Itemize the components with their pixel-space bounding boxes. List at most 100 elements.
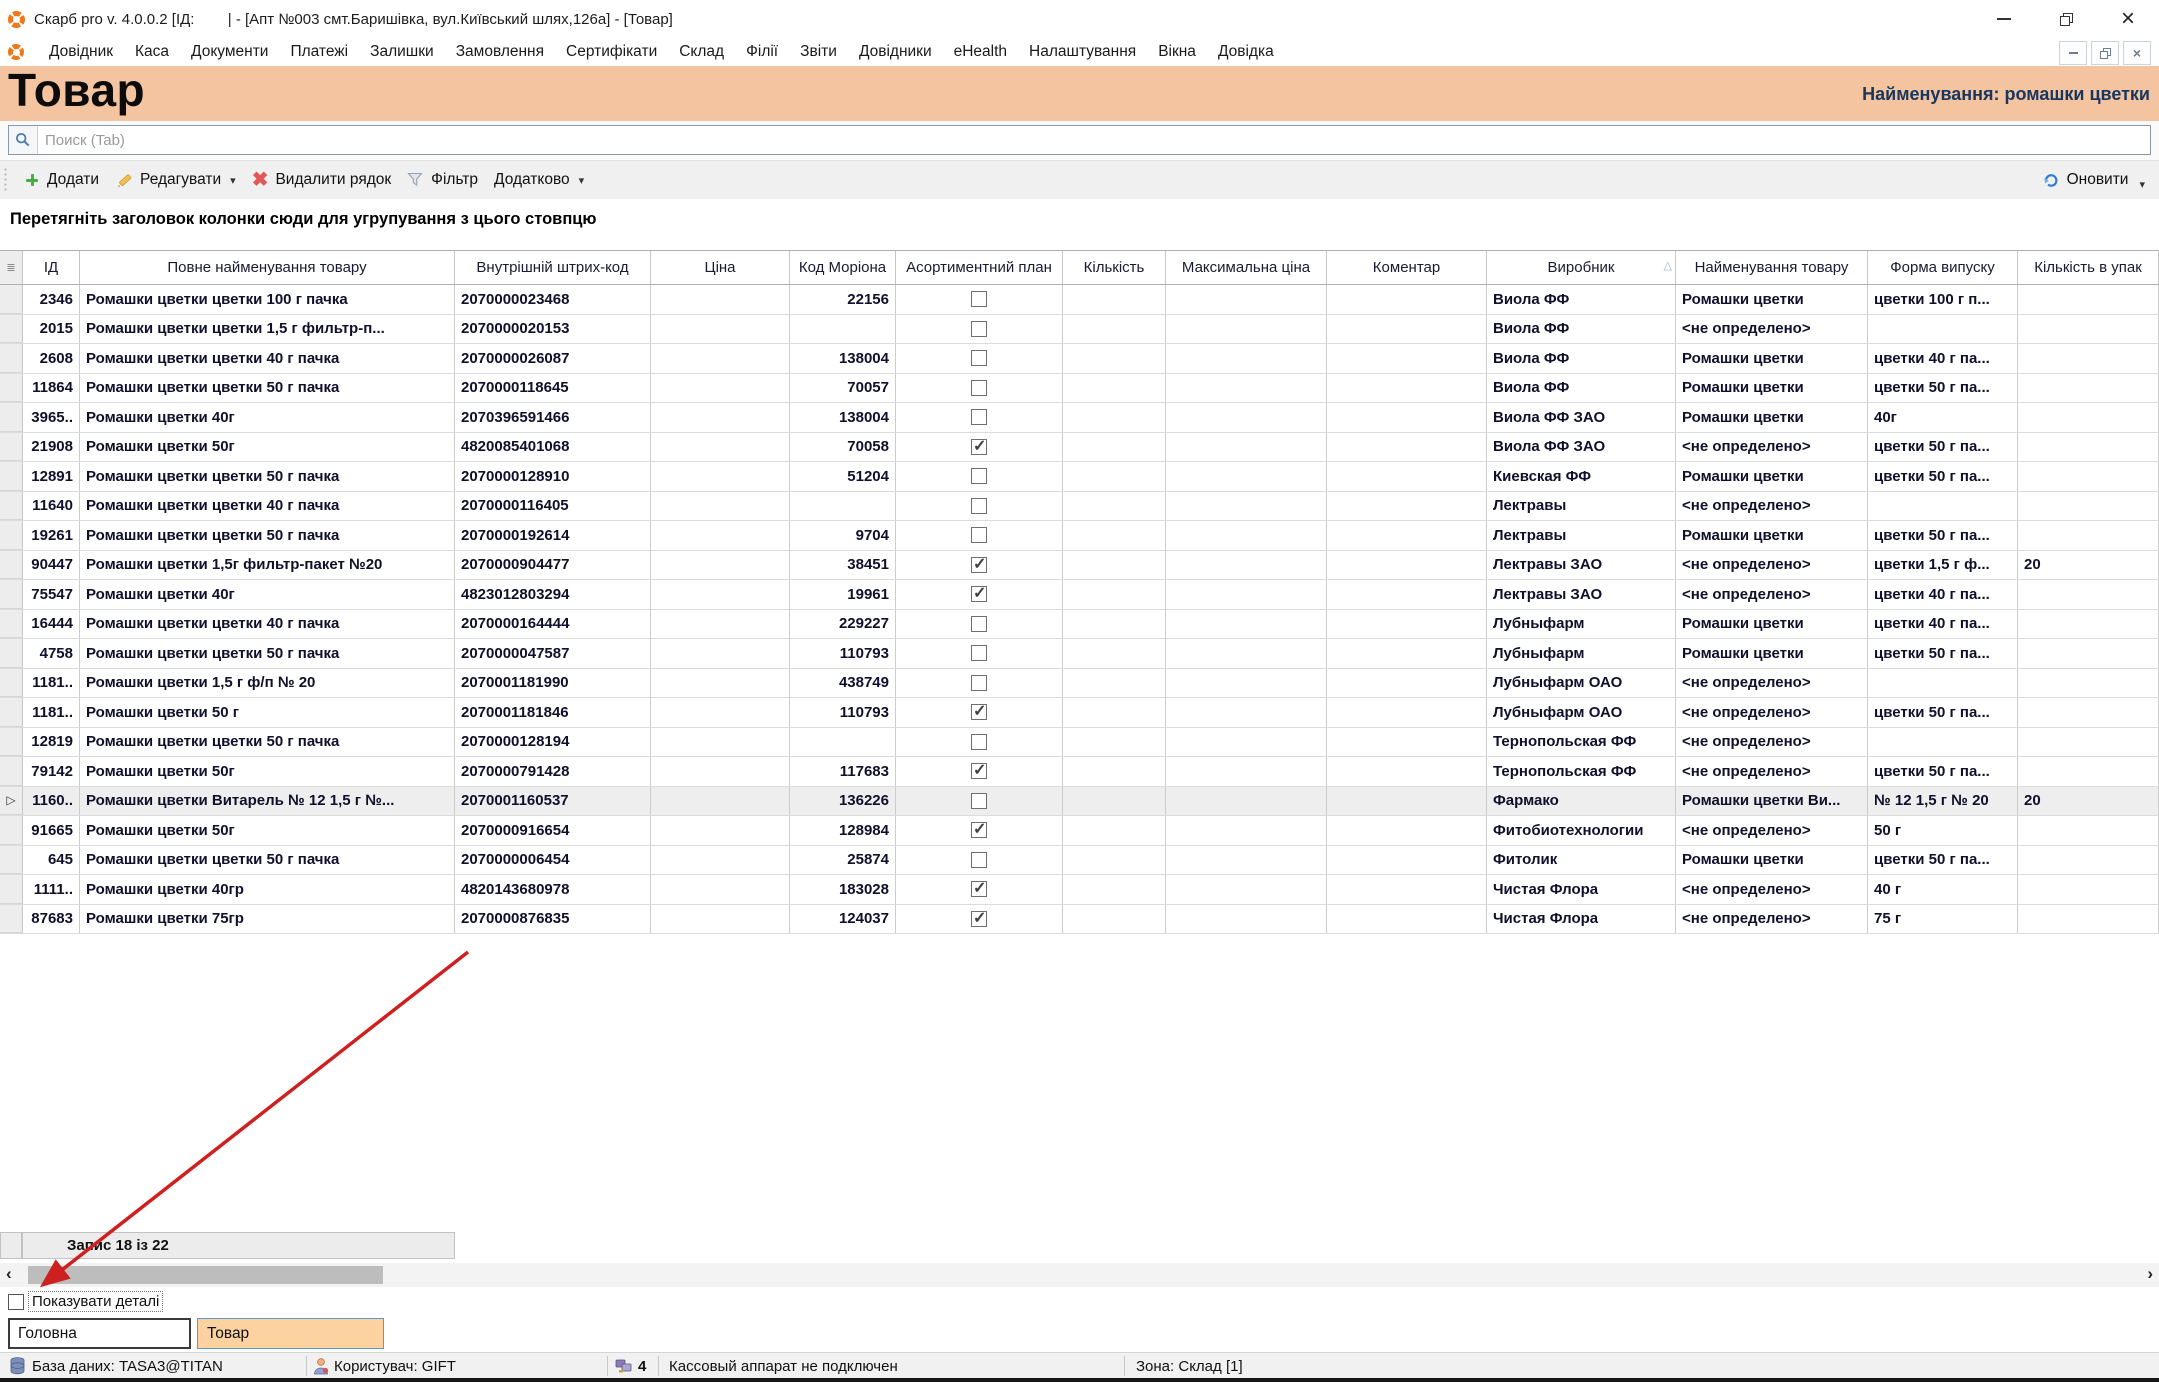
cell-id[interactable]: 11640	[23, 491, 80, 520]
cell-full_name[interactable]: Ромашки цветки цветки 50 г пачка	[80, 521, 455, 550]
cell-barcode[interactable]: 2070000876835	[455, 904, 651, 933]
table-row[interactable]: 2608 Ромашки цветки цветки 40 г пачка 2070…	[0, 344, 2159, 374]
cell-pack[interactable]	[2018, 432, 2159, 461]
cell-barcode[interactable]: 2070000006454	[455, 845, 651, 874]
cell-id[interactable]: 2608	[23, 344, 80, 373]
cell-comment[interactable]	[1327, 373, 1487, 402]
cell-barcode[interactable]: 2070000026087	[455, 344, 651, 373]
cell-id[interactable]: 4758	[23, 639, 80, 668]
cell-morion[interactable]: 25874	[790, 845, 896, 874]
cell-full_name[interactable]: Ромашки цветки цветки 40 г пачка	[80, 344, 455, 373]
table-row[interactable]: 4758 Ромашки цветки цветки 50 г пачка 2070…	[0, 639, 2159, 669]
cell-full_name[interactable]: Ромашки цветки 1,5 г ф/п № 20	[80, 668, 455, 697]
cell-plan[interactable]	[896, 550, 1063, 579]
cell-product_name[interactable]: Ромашки цветки	[1676, 845, 1868, 874]
cell-max_price[interactable]	[1166, 314, 1327, 343]
table-row[interactable]: 2015 Ромашки цветки цветки 1,5 г фильтр-п…	[0, 314, 2159, 344]
close-button[interactable]: ×	[2097, 0, 2159, 38]
checkbox-unchecked[interactable]	[971, 792, 987, 809]
cell-max_price[interactable]	[1166, 757, 1327, 786]
cell-plan[interactable]	[896, 816, 1063, 845]
cell-full_name[interactable]: Ромашки цветки 50 г	[80, 698, 455, 727]
cell-qty[interactable]	[1063, 609, 1166, 638]
checkbox-unchecked[interactable]	[971, 527, 987, 544]
cell-barcode[interactable]: 2070000791428	[455, 757, 651, 786]
menu-item-довідники[interactable]: Довідники	[858, 43, 932, 60]
cell-morion[interactable]	[790, 314, 896, 343]
filter-button[interactable]: Фільтр	[407, 171, 478, 189]
checkbox-unchecked[interactable]	[971, 645, 987, 662]
cell-comment[interactable]	[1327, 550, 1487, 579]
cell-pack[interactable]	[2018, 727, 2159, 756]
cell-id[interactable]: 16444	[23, 609, 80, 638]
menu-item-сертифікати[interactable]: Сертифікати	[566, 43, 658, 60]
cell-price[interactable]	[651, 757, 790, 786]
cell-max_price[interactable]	[1166, 727, 1327, 756]
cell-form[interactable]: цветки 40 г па...	[1868, 344, 2018, 373]
cell-max_price[interactable]	[1166, 845, 1327, 874]
cell-max_price[interactable]	[1166, 786, 1327, 815]
table-row[interactable]: 91665 Ромашки цветки 50г 2070000916654 1289…	[0, 816, 2159, 846]
cell-barcode[interactable]: 2070000118645	[455, 373, 651, 402]
cell-barcode[interactable]: 2070000128910	[455, 462, 651, 491]
cell-price[interactable]	[651, 373, 790, 402]
cell-plan[interactable]	[896, 314, 1063, 343]
cell-barcode[interactable]: 2070000192614	[455, 521, 651, 550]
scroll-left-icon[interactable]: ‹	[6, 1264, 12, 1283]
cell-morion[interactable]: 110793	[790, 698, 896, 727]
cell-id[interactable]: 75547	[23, 580, 80, 609]
cell-barcode[interactable]: 2070001160537	[455, 786, 651, 815]
cell-barcode[interactable]: 2070000116405	[455, 491, 651, 520]
cell-morion[interactable]: 124037	[790, 904, 896, 933]
cell-producer[interactable]: Фитобиотехнологии	[1487, 816, 1676, 845]
cell-barcode[interactable]: 2070000020153	[455, 314, 651, 343]
cell-max_price[interactable]	[1166, 816, 1327, 845]
cell-plan[interactable]	[896, 904, 1063, 933]
cell-pack[interactable]: 20	[2018, 550, 2159, 579]
scrollbar-thumb[interactable]	[28, 1266, 383, 1284]
cell-price[interactable]	[651, 609, 790, 638]
cell-barcode[interactable]: 2070000916654	[455, 816, 651, 845]
horizontal-scrollbar[interactable]: ‹ ›	[0, 1263, 2159, 1287]
cell-plan[interactable]	[896, 432, 1063, 461]
edit-button[interactable]: Редагувати ▾	[115, 171, 236, 189]
cell-price[interactable]	[651, 698, 790, 727]
cell-producer[interactable]: Тернопольская ФФ	[1487, 757, 1676, 786]
cell-id[interactable]: 645	[23, 845, 80, 874]
column-header-qty[interactable]: Кількість	[1063, 251, 1166, 284]
cell-comment[interactable]	[1327, 668, 1487, 697]
cell-form[interactable]: цветки 50 г па...	[1868, 432, 2018, 461]
cell-comment[interactable]	[1327, 344, 1487, 373]
cell-full_name[interactable]: Ромашки цветки цветки 40 г пачка	[80, 491, 455, 520]
cell-id[interactable]: 2015	[23, 314, 80, 343]
cell-comment[interactable]	[1327, 580, 1487, 609]
cell-barcode[interactable]: 2070000047587	[455, 639, 651, 668]
cell-qty[interactable]	[1063, 845, 1166, 874]
cell-form[interactable]: цветки 50 г па...	[1868, 639, 2018, 668]
menu-item-склад[interactable]: Склад	[679, 43, 725, 60]
checkbox-unchecked[interactable]	[971, 497, 987, 514]
menu-item-вікна[interactable]: Вікна	[1158, 43, 1196, 60]
cell-qty[interactable]	[1063, 580, 1166, 609]
cell-comment[interactable]	[1327, 757, 1487, 786]
cell-pack[interactable]	[2018, 580, 2159, 609]
cell-qty[interactable]	[1063, 904, 1166, 933]
cell-morion[interactable]: 136226	[790, 786, 896, 815]
cell-pack[interactable]	[2018, 757, 2159, 786]
add-button[interactable]: Додати	[24, 171, 99, 189]
cell-qty[interactable]	[1063, 668, 1166, 697]
cell-full_name[interactable]: Ромашки цветки цветки 50 г пачка	[80, 373, 455, 402]
cell-form[interactable]: цветки 50 г па...	[1868, 845, 2018, 874]
table-row[interactable]: 3965.. Ромашки цветки 40г 2070396591466 138…	[0, 403, 2159, 433]
table-row[interactable]: 12891 Ромашки цветки цветки 50 г пачка 207…	[0, 462, 2159, 492]
cell-product_name[interactable]: <не определено>	[1676, 698, 1868, 727]
cell-id[interactable]: 90447	[23, 550, 80, 579]
cell-form[interactable]: цветки 1,5 г ф...	[1868, 550, 2018, 579]
column-header-max_price[interactable]: Максимальна ціна	[1166, 251, 1327, 284]
cell-pack[interactable]	[2018, 285, 2159, 314]
cell-product_name[interactable]: <не определено>	[1676, 816, 1868, 845]
cell-morion[interactable]	[790, 727, 896, 756]
cell-producer[interactable]: Лубныфарм	[1487, 639, 1676, 668]
cell-max_price[interactable]	[1166, 668, 1327, 697]
checkbox-unchecked[interactable]	[971, 379, 987, 396]
